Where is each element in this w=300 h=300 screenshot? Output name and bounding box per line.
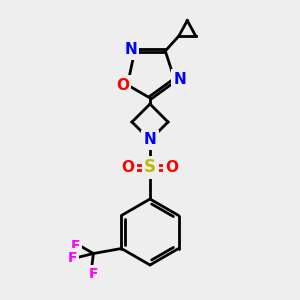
Text: O: O bbox=[122, 160, 134, 175]
Text: F: F bbox=[89, 268, 98, 281]
Text: F: F bbox=[68, 250, 77, 265]
Text: N: N bbox=[173, 71, 186, 86]
Text: S: S bbox=[144, 158, 156, 176]
Text: N: N bbox=[124, 43, 137, 58]
Text: F: F bbox=[71, 238, 80, 253]
Text: O: O bbox=[166, 160, 178, 175]
Text: N: N bbox=[144, 133, 156, 148]
Text: O: O bbox=[116, 77, 129, 92]
